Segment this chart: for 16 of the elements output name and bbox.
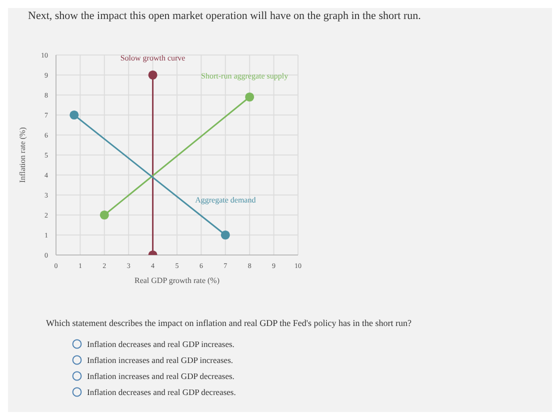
y-axis-title: Inflation rate (%)	[18, 126, 27, 183]
x-axis-title: Real GDP growth rate (%)	[134, 276, 220, 285]
chart-title: Next, show the impact this open market operation will have on the graph in the short run.	[27, 9, 422, 24]
text: Inflation increases and real GDP decreases.	[87, 371, 234, 381]
point	[148, 70, 158, 80]
text: Inflation increases and real GDP increases.	[87, 355, 234, 365]
point	[70, 110, 79, 120]
text: Short-run aggregate supply	[201, 71, 288, 80]
point	[245, 92, 254, 102]
point	[220, 230, 230, 240]
text: Which statement describes the impact on inflation and real GDP the Fed's policy has in the short run?	[45, 317, 412, 328]
text: Inflation decreases and real GDP increases.	[87, 339, 234, 349]
series-label: Solow growth curve	[120, 53, 186, 62]
point	[100, 210, 109, 220]
text: Inflation decreases and real GDP decreases.	[87, 387, 236, 397]
series-label: Aggregate demand	[195, 195, 256, 204]
